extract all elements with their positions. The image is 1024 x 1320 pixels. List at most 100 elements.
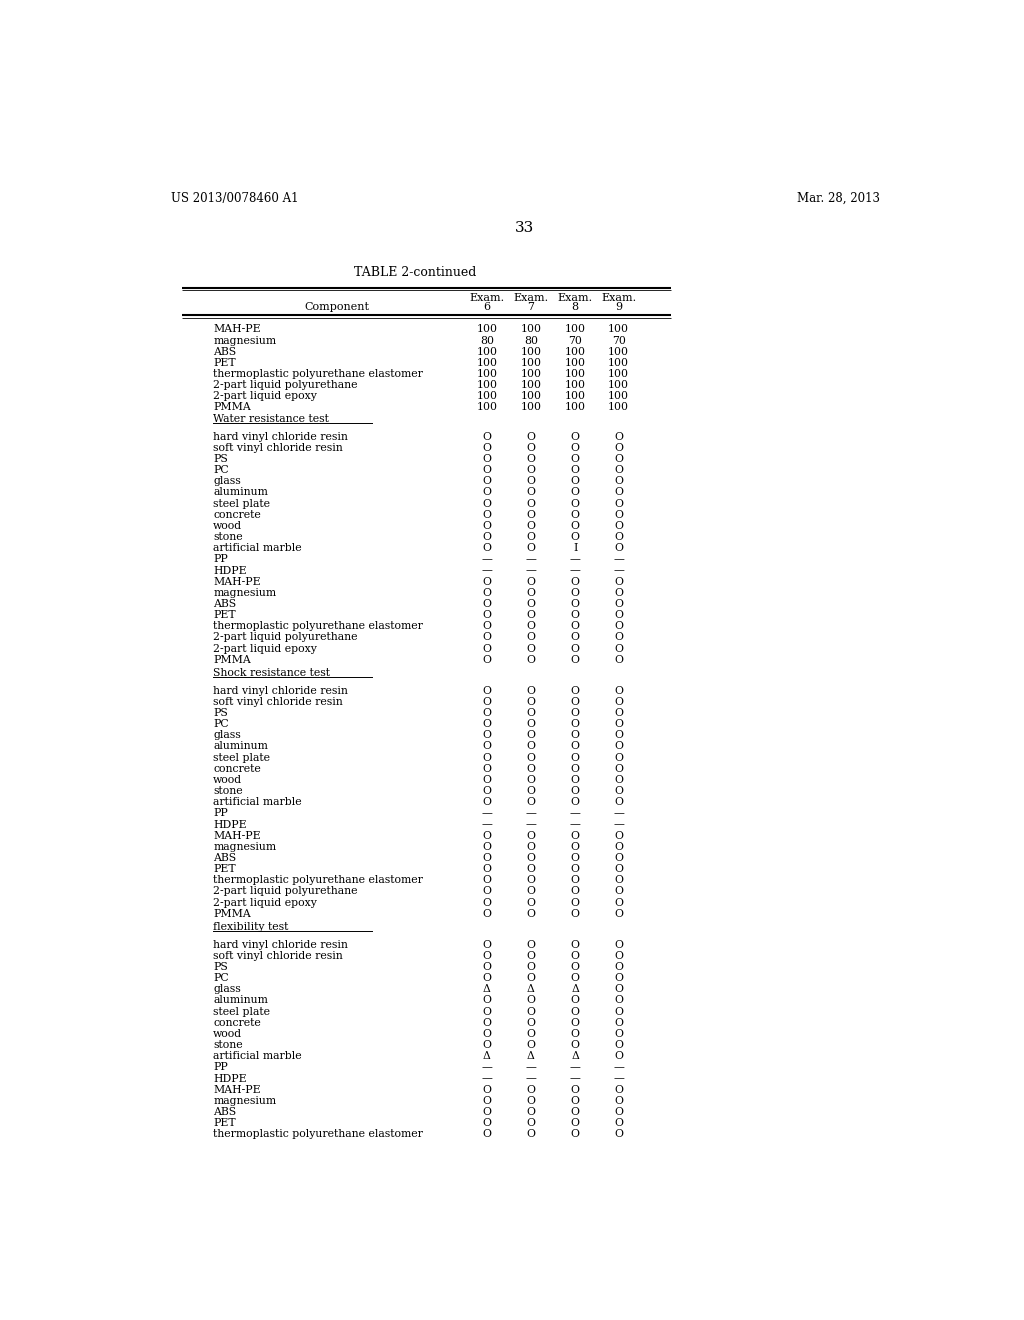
Text: stone: stone xyxy=(213,785,243,796)
Text: O: O xyxy=(482,1028,492,1039)
Text: O: O xyxy=(570,730,580,741)
Text: O: O xyxy=(482,442,492,453)
Text: soft vinyl chloride resin: soft vinyl chloride resin xyxy=(213,442,343,453)
Text: O: O xyxy=(482,962,492,972)
Text: O: O xyxy=(614,521,623,531)
Text: O: O xyxy=(614,1107,623,1117)
Text: O: O xyxy=(526,730,536,741)
Text: 100: 100 xyxy=(520,347,542,356)
Text: O: O xyxy=(570,532,580,543)
Text: O: O xyxy=(526,521,536,531)
Text: wood: wood xyxy=(213,775,243,785)
Text: Δ: Δ xyxy=(527,985,535,994)
Text: 100: 100 xyxy=(564,370,586,379)
Text: steel plate: steel plate xyxy=(213,752,270,763)
Text: soft vinyl chloride resin: soft vinyl chloride resin xyxy=(213,950,343,961)
Text: —: — xyxy=(613,554,624,565)
Text: O: O xyxy=(526,719,536,729)
Text: O: O xyxy=(614,577,623,586)
Text: 100: 100 xyxy=(476,403,498,412)
Text: aluminum: aluminum xyxy=(213,742,268,751)
Text: Exam.: Exam. xyxy=(601,293,636,302)
Text: O: O xyxy=(570,973,580,983)
Text: —: — xyxy=(525,808,537,818)
Text: O: O xyxy=(614,842,623,851)
Text: 100: 100 xyxy=(476,358,498,368)
Text: steel plate: steel plate xyxy=(213,499,270,508)
Text: O: O xyxy=(482,973,492,983)
Text: O: O xyxy=(570,655,580,665)
Text: O: O xyxy=(570,644,580,653)
Text: Exam.: Exam. xyxy=(558,293,593,302)
Text: HDPE: HDPE xyxy=(213,820,247,829)
Text: O: O xyxy=(482,632,492,643)
Text: O: O xyxy=(526,543,536,553)
Text: O: O xyxy=(614,442,623,453)
Text: O: O xyxy=(614,685,623,696)
Text: O: O xyxy=(570,697,580,706)
Text: 100: 100 xyxy=(608,325,629,334)
Text: O: O xyxy=(526,1085,536,1094)
Text: O: O xyxy=(614,875,623,886)
Text: artificial marble: artificial marble xyxy=(213,543,302,553)
Text: O: O xyxy=(570,477,580,486)
Text: thermoplastic polyurethane elastomer: thermoplastic polyurethane elastomer xyxy=(213,1130,423,1139)
Text: O: O xyxy=(614,865,623,874)
Text: hard vinyl chloride resin: hard vinyl chloride resin xyxy=(213,432,348,441)
Text: O: O xyxy=(526,1118,536,1129)
Text: 100: 100 xyxy=(520,370,542,379)
Text: O: O xyxy=(482,797,492,807)
Text: O: O xyxy=(614,940,623,949)
Text: —: — xyxy=(481,554,493,565)
Text: PC: PC xyxy=(213,973,229,983)
Text: O: O xyxy=(482,644,492,653)
Text: PMMA: PMMA xyxy=(213,403,251,412)
Text: O: O xyxy=(570,685,580,696)
Text: hard vinyl chloride resin: hard vinyl chloride resin xyxy=(213,940,348,949)
Text: O: O xyxy=(570,1118,580,1129)
Text: O: O xyxy=(482,742,492,751)
Text: O: O xyxy=(614,1018,623,1028)
Text: O: O xyxy=(526,775,536,785)
Text: —: — xyxy=(613,1063,624,1072)
Text: O: O xyxy=(526,685,536,696)
Text: O: O xyxy=(482,499,492,508)
Text: ABS: ABS xyxy=(213,1107,237,1117)
Text: O: O xyxy=(614,610,623,620)
Text: O: O xyxy=(614,1130,623,1139)
Text: —: — xyxy=(525,820,537,829)
Text: Shock resistance test: Shock resistance test xyxy=(213,668,331,677)
Text: O: O xyxy=(570,1085,580,1094)
Text: 100: 100 xyxy=(520,391,542,401)
Text: O: O xyxy=(482,775,492,785)
Text: Δ: Δ xyxy=(571,1051,580,1061)
Text: O: O xyxy=(526,632,536,643)
Text: O: O xyxy=(614,587,623,598)
Text: 33: 33 xyxy=(515,220,535,235)
Text: concrete: concrete xyxy=(213,764,261,774)
Text: Δ: Δ xyxy=(527,1051,535,1061)
Text: O: O xyxy=(614,632,623,643)
Text: O: O xyxy=(526,442,536,453)
Text: —: — xyxy=(613,565,624,576)
Text: O: O xyxy=(570,1018,580,1028)
Text: O: O xyxy=(570,432,580,441)
Text: O: O xyxy=(614,1028,623,1039)
Text: O: O xyxy=(614,599,623,609)
Text: —: — xyxy=(569,1073,581,1084)
Text: O: O xyxy=(570,995,580,1006)
Text: 100: 100 xyxy=(520,380,542,391)
Text: HDPE: HDPE xyxy=(213,1073,247,1084)
Text: 2-part liquid polyurethane: 2-part liquid polyurethane xyxy=(213,380,357,391)
Text: O: O xyxy=(570,742,580,751)
Text: O: O xyxy=(526,785,536,796)
Text: 100: 100 xyxy=(520,325,542,334)
Text: PMMA: PMMA xyxy=(213,909,251,919)
Text: 100: 100 xyxy=(564,403,586,412)
Text: O: O xyxy=(570,499,580,508)
Text: O: O xyxy=(482,785,492,796)
Text: O: O xyxy=(570,830,580,841)
Text: O: O xyxy=(526,510,536,520)
Text: MAH-PE: MAH-PE xyxy=(213,830,261,841)
Text: O: O xyxy=(614,655,623,665)
